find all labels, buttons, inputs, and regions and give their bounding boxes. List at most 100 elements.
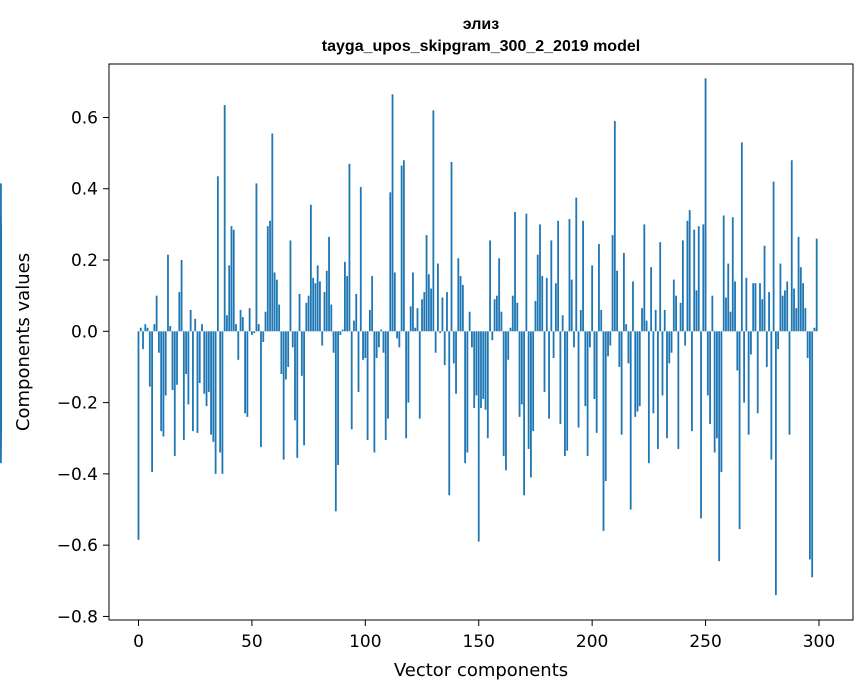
bar-component-249 bbox=[702, 224, 705, 332]
bar-component-225 bbox=[647, 331, 650, 464]
bar-component-40 bbox=[228, 265, 231, 332]
bar-component-3 bbox=[144, 324, 147, 332]
bar-component-268 bbox=[745, 277, 748, 332]
bar-component-270 bbox=[750, 331, 752, 355]
bar-component-202 bbox=[595, 331, 598, 433]
bar-component-31 bbox=[207, 331, 210, 392]
bar-component-96 bbox=[355, 293, 358, 332]
bar-component-167 bbox=[516, 302, 519, 332]
bar-component-127 bbox=[425, 235, 428, 332]
bar-component-61 bbox=[275, 279, 278, 332]
bar-component-134 bbox=[441, 297, 444, 332]
bar-component-240 bbox=[681, 240, 684, 332]
bar-component-136 bbox=[446, 292, 448, 332]
bar-component-183 bbox=[552, 331, 555, 359]
bar-component-81 bbox=[321, 331, 324, 346]
bar-component-0 bbox=[137, 331, 140, 540]
bar-component-218 bbox=[632, 281, 634, 332]
bar-component-279 bbox=[770, 331, 773, 460]
bar-component-217 bbox=[629, 331, 632, 510]
bar-component-undefined bbox=[0, 331, 2, 449]
bar-component-196 bbox=[582, 220, 584, 332]
bar-component-221 bbox=[638, 331, 641, 407]
bar-component-80 bbox=[319, 281, 321, 332]
bar-component-42 bbox=[232, 229, 235, 332]
bar-component-29 bbox=[203, 331, 206, 394]
x-tick-label: 250 bbox=[689, 632, 721, 652]
y-axis-label: Components values bbox=[13, 253, 34, 431]
bar-component-285 bbox=[784, 290, 786, 332]
y-tick-label: 0.4 bbox=[71, 180, 98, 200]
bar-component-190 bbox=[568, 219, 571, 332]
bar-component-246 bbox=[695, 290, 698, 332]
bar-component-82 bbox=[323, 292, 326, 332]
bar-component-159 bbox=[498, 258, 501, 332]
bar-component-109 bbox=[384, 331, 387, 441]
y-tick-label: −0.2 bbox=[57, 394, 98, 414]
bar-component-100 bbox=[364, 331, 367, 359]
bar-component-255 bbox=[716, 331, 718, 439]
bar-component-36 bbox=[219, 331, 222, 453]
bar-component-251 bbox=[706, 331, 709, 396]
bar-component-107 bbox=[380, 329, 383, 332]
bar-component-201 bbox=[593, 331, 596, 400]
bar-component-47 bbox=[244, 331, 246, 414]
bar-component-5 bbox=[148, 331, 151, 387]
bar-component-281 bbox=[774, 331, 777, 596]
bar-component-199 bbox=[588, 331, 591, 348]
bar-component-150 bbox=[477, 331, 480, 542]
bar-component-20 bbox=[182, 331, 185, 441]
bar-component-168 bbox=[518, 331, 521, 417]
bar-component-141 bbox=[457, 258, 460, 332]
bar-component-94 bbox=[350, 331, 353, 430]
bar-component-157 bbox=[493, 299, 496, 332]
bar-component-124 bbox=[418, 331, 421, 419]
bar-component-45 bbox=[239, 309, 242, 332]
bar-series bbox=[0, 78, 818, 596]
bar-component-9 bbox=[158, 331, 160, 353]
bar-component-37 bbox=[221, 331, 224, 474]
bar-component-248 bbox=[700, 331, 702, 519]
bar-component-179 bbox=[543, 331, 546, 392]
bar-component-106 bbox=[378, 331, 380, 348]
bar-component-7 bbox=[153, 324, 156, 332]
bar-component-296 bbox=[809, 331, 811, 560]
bar-component-163 bbox=[507, 331, 510, 360]
bar-component-110 bbox=[387, 331, 389, 419]
bar-component-27 bbox=[198, 331, 201, 383]
bar-component-262 bbox=[731, 217, 734, 332]
bar-component-186 bbox=[559, 331, 562, 424]
bar-component-250 bbox=[704, 78, 707, 332]
bar-component-291 bbox=[797, 236, 800, 332]
bar-component-83 bbox=[325, 270, 328, 332]
bar-component-44 bbox=[237, 331, 240, 360]
bar-component-189 bbox=[566, 331, 569, 451]
bar-component-182 bbox=[550, 240, 553, 332]
chart-subtitle: tayga_upos_skipgram_300_2_2019 model bbox=[322, 38, 640, 55]
bar-component-43 bbox=[235, 324, 237, 332]
bar-component-34 bbox=[214, 331, 217, 474]
bar-component-264 bbox=[736, 331, 739, 371]
bar-component-148 bbox=[473, 331, 476, 408]
bar-component-64 bbox=[282, 331, 285, 460]
bar-component-207 bbox=[607, 331, 609, 357]
bar-component-166 bbox=[514, 211, 516, 332]
bar-component-263 bbox=[734, 281, 736, 332]
bar-component-56 bbox=[264, 311, 267, 332]
bar-component-71 bbox=[298, 293, 301, 332]
bar-component-6 bbox=[151, 331, 153, 473]
y-tick-label: 0.2 bbox=[71, 251, 98, 271]
bar-component-89 bbox=[339, 331, 342, 335]
bar-component-105 bbox=[375, 331, 378, 359]
bar-component-203 bbox=[598, 243, 600, 332]
bar-component-95 bbox=[353, 320, 355, 332]
bar-component-265 bbox=[738, 331, 741, 530]
bar-component-129 bbox=[430, 288, 432, 332]
bar-component-205 bbox=[602, 331, 605, 531]
bar-component-212 bbox=[618, 331, 621, 367]
y-axis: −0.8 −0.6 −0.4 −0.2 0.0 0.2 0.4 0.6 bbox=[57, 108, 109, 627]
bar-component-177 bbox=[539, 224, 541, 332]
bar-component-65 bbox=[285, 331, 287, 380]
bar-component-57 bbox=[266, 226, 269, 332]
bar-component-58 bbox=[269, 220, 271, 332]
